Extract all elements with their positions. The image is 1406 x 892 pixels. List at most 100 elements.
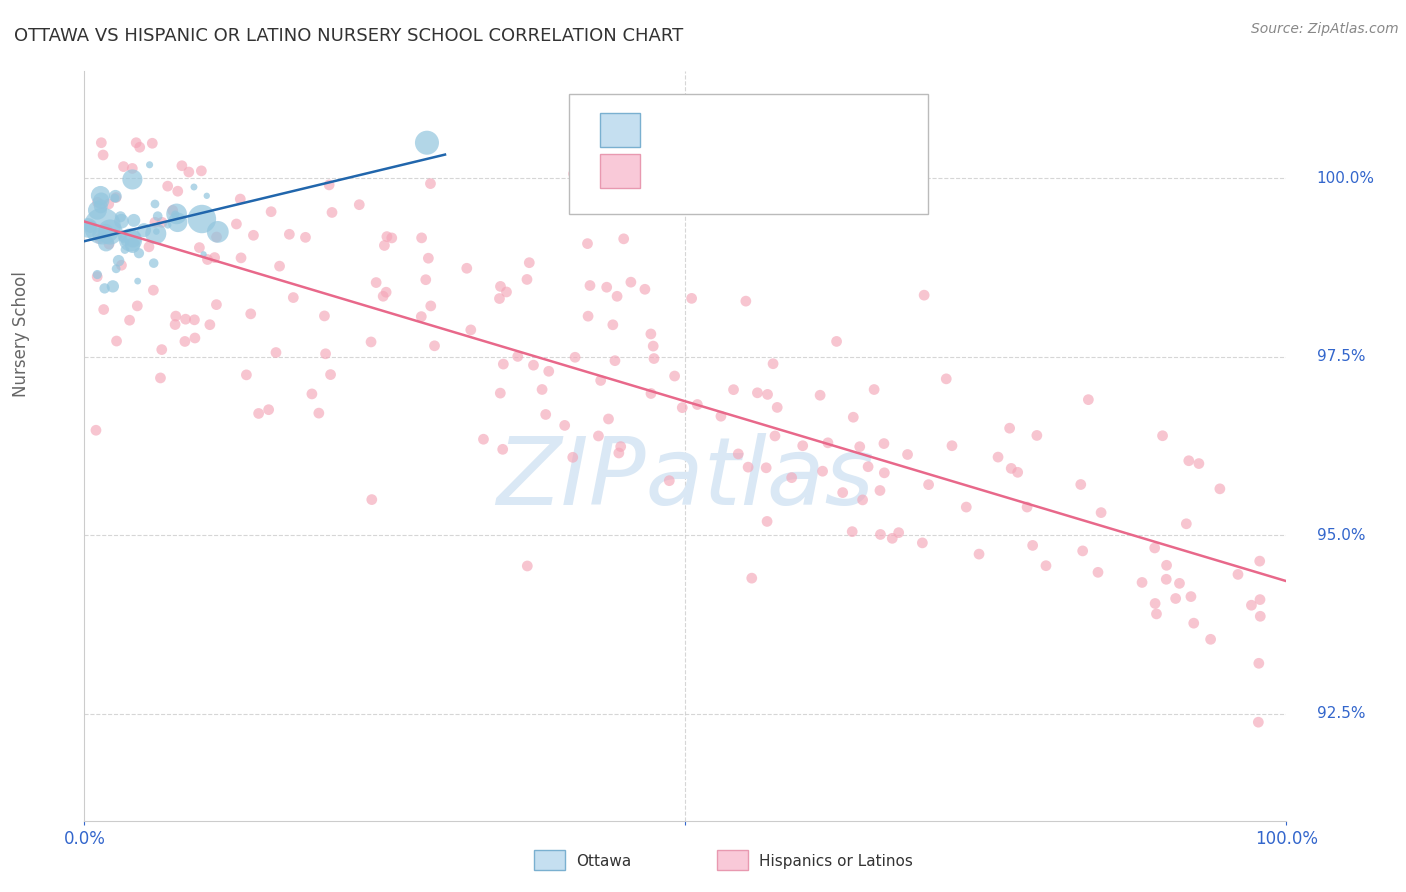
Text: N =: N = [787,110,824,128]
Point [609,440,631,454]
Point [118,313,141,327]
Point [110,214,132,228]
Point [1247,715,1270,730]
Point [658,474,681,488]
Point [411,310,433,324]
Point [780,470,803,484]
Point [97,197,120,211]
Point [811,464,834,478]
Point [935,372,957,386]
Point [912,288,935,302]
Point [756,515,779,529]
Point [260,204,283,219]
Point [381,231,404,245]
Point [1025,428,1047,442]
Point [121,172,143,186]
Point [1143,541,1166,555]
Point [156,218,179,232]
Point [415,273,437,287]
Point [756,387,779,401]
Point [531,383,554,397]
Point [1071,544,1094,558]
Point [418,251,440,265]
Point [111,230,134,244]
Point [576,236,599,251]
Point [1077,392,1099,407]
Point [1209,482,1232,496]
Point [162,203,184,218]
Point [763,429,786,443]
Text: R =: R = [657,151,693,169]
Text: 97.5%: 97.5% [1316,350,1365,364]
Point [588,429,610,443]
Point [1146,607,1168,621]
Point [166,215,188,229]
Point [1182,616,1205,631]
Point [269,259,291,273]
Point [852,492,875,507]
Point [808,388,831,402]
Point [360,334,382,349]
Point [419,177,441,191]
Text: 100.0%: 100.0% [1316,171,1375,186]
Point [517,255,540,269]
Point [138,158,160,172]
Text: 0.538: 0.538 [710,110,768,128]
Point [94,236,117,251]
Point [191,212,214,227]
Point [360,492,382,507]
Point [150,343,173,357]
Point [634,282,657,296]
Text: N =: N = [787,151,824,169]
Point [1090,506,1112,520]
Point [146,209,169,223]
Point [423,339,446,353]
Point [101,279,124,293]
Point [112,232,135,246]
Point [640,326,662,341]
Point [283,291,305,305]
Point [869,527,891,541]
Point [375,229,398,244]
Point [86,269,108,284]
Text: -0.855: -0.855 [703,151,768,169]
Point [301,387,323,401]
Point [1130,575,1153,590]
Point [98,237,121,252]
Point [607,446,630,460]
Point [375,285,398,300]
Point [522,358,544,372]
Point [149,371,172,385]
Point [193,247,215,261]
Point [710,409,733,424]
Point [554,418,576,433]
Point [112,160,135,174]
Point [93,302,115,317]
Point [873,466,896,480]
Point [183,180,205,194]
Point [138,240,160,254]
Point [121,232,143,246]
Point [1249,609,1271,624]
Point [229,192,252,206]
Point [308,406,330,420]
Point [121,238,143,252]
Point [1227,567,1250,582]
Point [831,485,853,500]
Text: 201: 201 [835,151,873,169]
Point [89,227,111,242]
Point [229,251,252,265]
Point [114,243,136,257]
Point [941,439,963,453]
Point [177,165,200,179]
Point [967,547,990,561]
Point [373,238,395,252]
Point [419,299,441,313]
Point [848,440,870,454]
Point [373,289,395,303]
Point [537,364,560,378]
Point [86,268,108,282]
Point [727,447,749,461]
Point [93,281,115,295]
Point [643,351,665,366]
